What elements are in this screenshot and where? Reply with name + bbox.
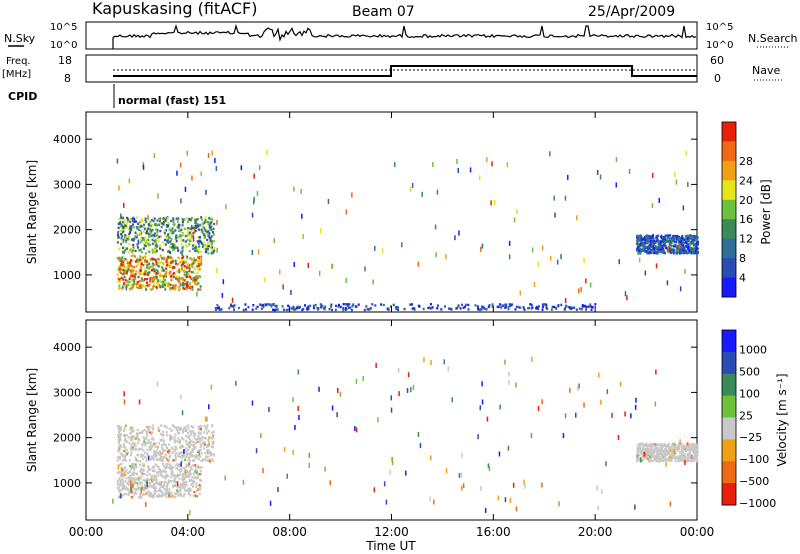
power-ytick-label-2: 3000 [53,178,81,191]
velocity-region-2 [635,442,699,463]
nave-tick-high: 60 [710,54,724,67]
power-region-2 [636,234,699,255]
velocity-colorbar-label: Velocity [m s⁻¹] [775,373,789,466]
x-tick-label-3: 12:00 [374,525,409,539]
nave-label: Nave [752,64,780,77]
velocity-colorbar-tick-2: 100 [739,387,760,400]
nsky-panel-frame [85,21,698,50]
nsearch-tick-low: 10^0 [706,40,733,51]
power-ytick-label-0: 1000 [53,269,81,282]
power-colorbar-frame [721,121,737,298]
power-marks [116,150,699,312]
x-tick-labels: 00:00 04:00 08:00 12:00 16:00 20:00 00:00 [69,525,715,539]
velocity-colorbar-swatch-5 [722,439,736,462]
velocity-ytick-label-2: 3000 [53,386,81,399]
cpid-label: CPID [8,90,37,103]
power-colorbar-swatch-7 [722,258,736,278]
x-tick-label-6: 00:00 [680,525,715,539]
velocity-colorbar-frame [721,329,737,506]
velocity-colorbar-tick-5: −100 [739,453,769,466]
nsky-tick-low: 10^0 [50,40,77,51]
power-colorbar-swatch-2 [722,160,736,181]
power-colorbar-swatch-0 [722,122,736,142]
power-colorbar-tick-3: 16 [739,213,753,226]
power-colorbar-label: Power [dB] [759,179,773,244]
power-colorbar-tick-0: 4 [739,272,746,285]
date-title: 25/Apr/2009 [588,4,675,20]
x-tick-label-2: 08:00 [272,525,307,539]
freq-label: Freq. [6,56,31,67]
nsky-label: N.Sky [4,32,36,45]
freq-trace [113,65,697,77]
x-tick-label-4: 16:00 [476,525,511,539]
velocity-ylabel: Slant Range [km] [25,368,39,472]
x-axis-label: Time UT [365,539,416,553]
power-ylabel: Slant Range [km] [25,160,39,264]
velocity-colorbar-tick-1: 500 [739,366,760,379]
nsearch-tick-high: 10^5 [706,22,733,33]
velocity-colorbar-swatch-0 [722,330,736,353]
power-colorbar-swatch-4 [722,199,736,220]
power-region-0 [116,254,203,291]
velocity-ytick-label-0: 1000 [53,477,81,490]
velocity-region-0 [116,462,203,499]
velocity-colorbar-tick-3: 25 [739,409,753,422]
power-colorbar: 4 8 12 16 20 24 28 [721,121,753,298]
velocity-scatter [112,356,686,515]
x-tick-label-1: 04:00 [171,525,206,539]
velocity-colorbar-tick-0: 1000 [739,344,767,357]
power-colorbar-swatch-8 [722,277,736,298]
cpid-value: normal (fast) 151 [118,94,226,107]
velocity-colorbar-tick-4: −25 [739,431,762,444]
velocity-colorbar-swatch-2 [722,373,736,397]
freq-panel-frame [85,54,698,83]
power-colorbar-tick-6: 28 [739,155,753,168]
station-title: Kapuskasing (fitACF) [92,0,257,18]
velocity-colorbar-swatch-7 [722,483,736,506]
velocity-colorbar-swatch-1 [722,351,736,375]
power-colorbar-tick-1: 8 [739,252,746,265]
power-colorbar-tick-2: 12 [739,233,753,246]
power-region-1 [116,216,216,255]
velocity-colorbar-swatch-3 [722,395,736,418]
power-scatter [116,150,691,304]
nave-tick-low: 0 [714,72,721,85]
power-colorbar-swatch-1 [722,141,736,162]
nsky-trace [112,23,697,49]
x-tick-label-0: 00:00 [69,525,104,539]
power-ytick-label-1: 2000 [53,224,81,237]
velocity-colorbar-tick-7: −1000 [739,497,776,510]
beam-title: Beam 07 [352,4,415,20]
power-colorbar-swatch-3 [722,180,736,201]
freq-unit-label: [MHz] [2,69,31,80]
power-region-3 [214,303,597,312]
velocity-ytick-label-3: 4000 [53,341,81,354]
freq-tick-low: 8 [64,72,71,85]
power-colorbar-tick-5: 24 [739,174,753,187]
velocity-ytick-label-1: 2000 [53,432,81,445]
power-colorbar-tick-4: 20 [739,194,753,207]
velocity-colorbar-swatch-4 [722,417,736,440]
velocity-region-1 [116,424,216,463]
power-colorbar-swatch-5 [722,219,736,240]
velocity-colorbar: 1000 500 100 25 −25 −100 −500 −1000 [721,329,776,510]
x-tick-label-5: 20:00 [578,525,613,539]
velocity-marks [112,356,699,515]
nsearch-label: N.Search [748,32,798,45]
velocity-colorbar-tick-6: −500 [739,475,769,488]
freq-tick-high: 18 [58,54,72,67]
velocity-axes: 1000 2000 3000 4000 [53,320,698,520]
power-axes: 1000 2000 3000 4000 [53,112,698,312]
power-colorbar-swatch-6 [722,238,736,259]
nsky-tick-high: 10^5 [50,22,77,33]
power-ytick-label-3: 4000 [53,133,81,146]
velocity-colorbar-swatch-6 [722,461,736,484]
